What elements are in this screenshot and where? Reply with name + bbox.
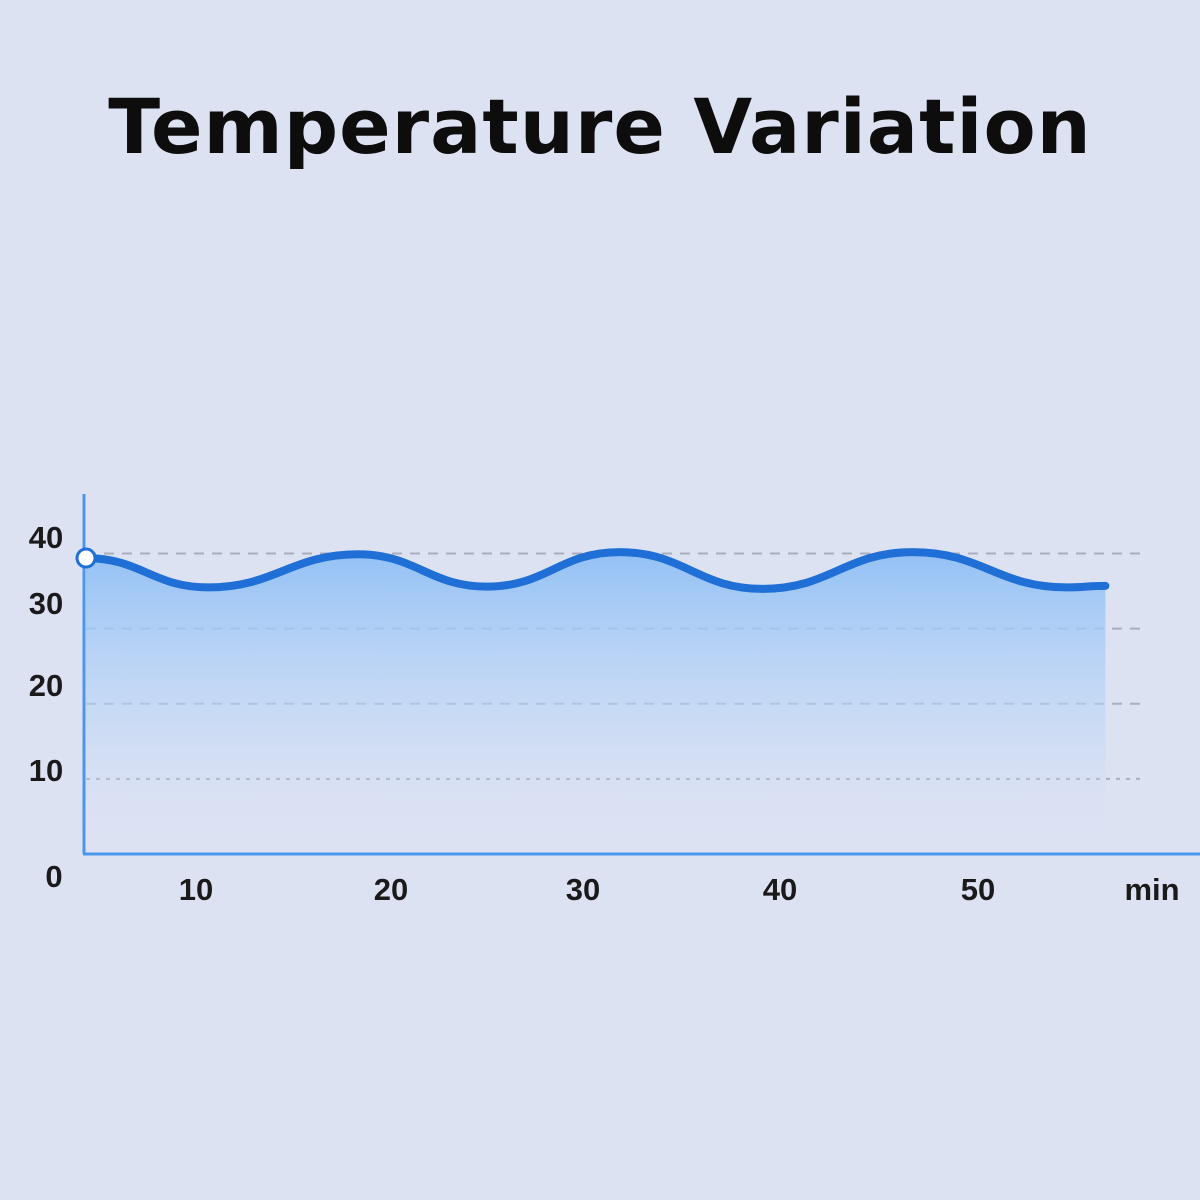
y-tick-label-30: 30	[29, 586, 63, 621]
x-unit-label: min	[1124, 872, 1179, 907]
y-tick-label-40: 40	[29, 520, 63, 555]
x-tick-label-50: 50	[961, 872, 995, 907]
x-tick-label-10: 10	[179, 872, 213, 907]
temperature-area	[86, 552, 1106, 854]
x-tick-label-40: 40	[763, 872, 797, 907]
chart-title: Temperature Variation	[108, 82, 1092, 171]
origin-label: 0	[45, 859, 62, 894]
x-tick-label-30: 30	[566, 872, 600, 907]
start-point-marker	[75, 547, 97, 569]
data-points	[75, 547, 97, 569]
y-tick-label-20: 20	[29, 668, 63, 703]
y-tick-label-10: 10	[29, 753, 63, 788]
x-tick-label-20: 20	[374, 872, 408, 907]
tick-labels: 10 20 30 40 10 20 30 40 50 0 min	[29, 520, 1180, 907]
temperature-line	[82, 548, 1110, 593]
